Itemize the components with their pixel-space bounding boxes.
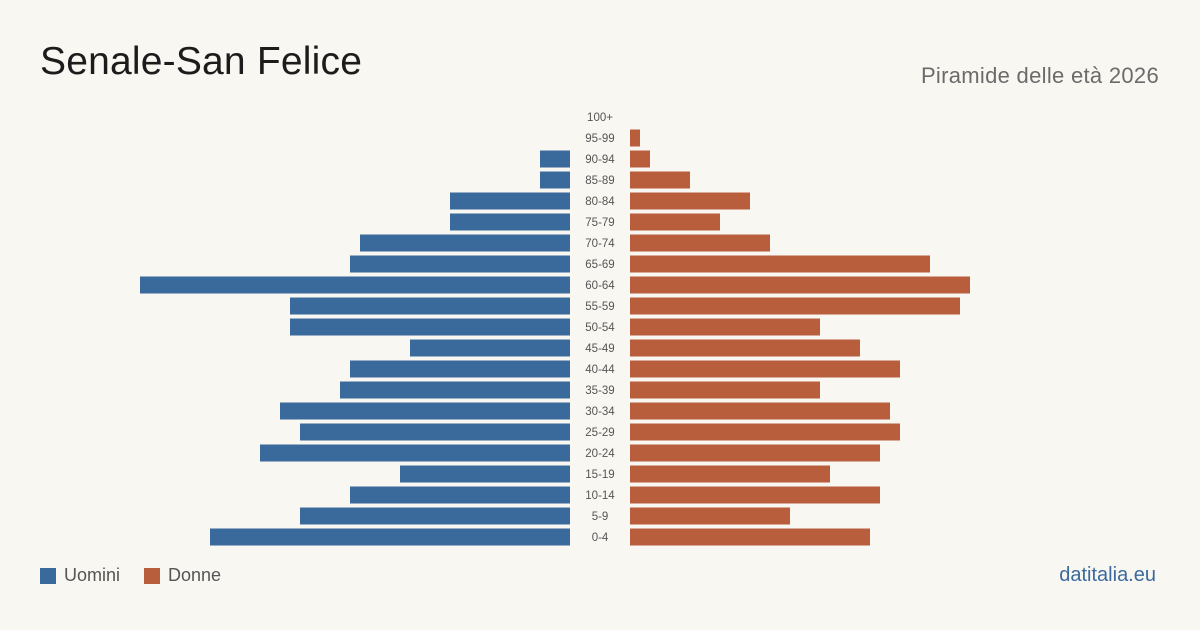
bar-women-40-44 xyxy=(630,360,900,378)
bar-women-35-39 xyxy=(630,381,820,399)
bar-women-95-99 xyxy=(630,129,640,147)
age-label-40-44: 40-44 xyxy=(585,364,615,376)
age-label-65-69: 65-69 xyxy=(585,259,614,271)
bar-women-10-14 xyxy=(630,486,880,504)
age-label-55-59: 55-59 xyxy=(585,301,614,313)
legend-swatch-men xyxy=(40,567,56,584)
age-label-70-74: 70-74 xyxy=(585,238,615,250)
age-label-45-49: 45-49 xyxy=(585,343,614,355)
chart-title: Senale-San Felice xyxy=(40,40,363,83)
bar-women-70-74 xyxy=(630,234,770,252)
legend-item-women: Donne xyxy=(144,565,221,586)
bar-women-25-29 xyxy=(630,423,900,441)
bar-women-60-64 xyxy=(630,276,970,294)
age-label-60-64: 60-64 xyxy=(585,280,615,292)
bar-women-50-54 xyxy=(630,318,820,336)
bar-men-75-79 xyxy=(450,213,570,231)
bar-men-5-9 xyxy=(300,507,570,525)
bar-men-50-54 xyxy=(290,318,570,336)
bar-women-75-79 xyxy=(630,213,720,231)
bar-women-20-24 xyxy=(630,444,880,462)
age-label-80-84: 80-84 xyxy=(585,196,615,208)
age-label-35-39: 35-39 xyxy=(585,385,614,397)
bar-men-85-89 xyxy=(540,171,570,189)
bar-women-5-9 xyxy=(630,507,790,525)
bar-men-65-69 xyxy=(350,255,570,273)
age-label-100+: 100+ xyxy=(587,112,613,124)
bar-women-85-89 xyxy=(630,171,690,189)
bar-men-80-84 xyxy=(450,192,570,210)
bar-men-70-74 xyxy=(360,234,570,252)
bar-men-45-49 xyxy=(410,339,570,357)
bar-men-0-4 xyxy=(210,528,570,546)
bar-women-45-49 xyxy=(630,339,860,357)
age-label-75-79: 75-79 xyxy=(585,217,614,229)
age-label-5-9: 5-9 xyxy=(592,511,609,523)
source-link[interactable]: datitalia.eu xyxy=(1059,564,1156,586)
bar-men-40-44 xyxy=(350,360,570,378)
age-label-0-4: 0-4 xyxy=(592,532,609,544)
bar-men-15-19 xyxy=(400,465,570,483)
bar-men-35-39 xyxy=(340,381,570,399)
bar-men-90-94 xyxy=(540,150,570,168)
age-label-20-24: 20-24 xyxy=(585,448,615,460)
legend-label-women: Donne xyxy=(168,565,222,585)
age-label-95-99: 95-99 xyxy=(585,133,614,145)
chart-subtitle: Piramide delle età 2026 xyxy=(920,63,1159,88)
bar-women-90-94 xyxy=(630,150,650,168)
bar-men-10-14 xyxy=(350,486,570,504)
bar-women-0-4 xyxy=(630,528,870,546)
legend-swatch-women xyxy=(144,567,161,584)
bar-women-55-59 xyxy=(630,297,960,315)
bar-men-55-59 xyxy=(290,297,570,315)
bar-men-20-24 xyxy=(260,444,570,462)
bar-women-15-19 xyxy=(630,465,830,483)
age-label-30-34: 30-34 xyxy=(585,406,615,418)
age-label-50-54: 50-54 xyxy=(585,322,615,334)
legend-item-men: Uomini xyxy=(40,565,120,586)
age-label-10-14: 10-14 xyxy=(585,490,615,502)
bar-women-65-69 xyxy=(630,255,930,273)
bar-men-25-29 xyxy=(300,423,570,441)
bar-women-30-34 xyxy=(630,402,890,420)
age-label-85-89: 85-89 xyxy=(585,175,614,187)
age-label-15-19: 15-19 xyxy=(585,469,614,481)
age-label-90-94: 90-94 xyxy=(585,154,615,166)
legend-label-men: Uomini xyxy=(64,565,121,585)
bar-women-80-84 xyxy=(630,192,750,210)
bar-men-30-34 xyxy=(280,402,570,420)
bar-men-60-64 xyxy=(140,276,570,294)
age-label-25-29: 25-29 xyxy=(585,427,614,439)
legend: Uomini Donne xyxy=(40,565,245,586)
